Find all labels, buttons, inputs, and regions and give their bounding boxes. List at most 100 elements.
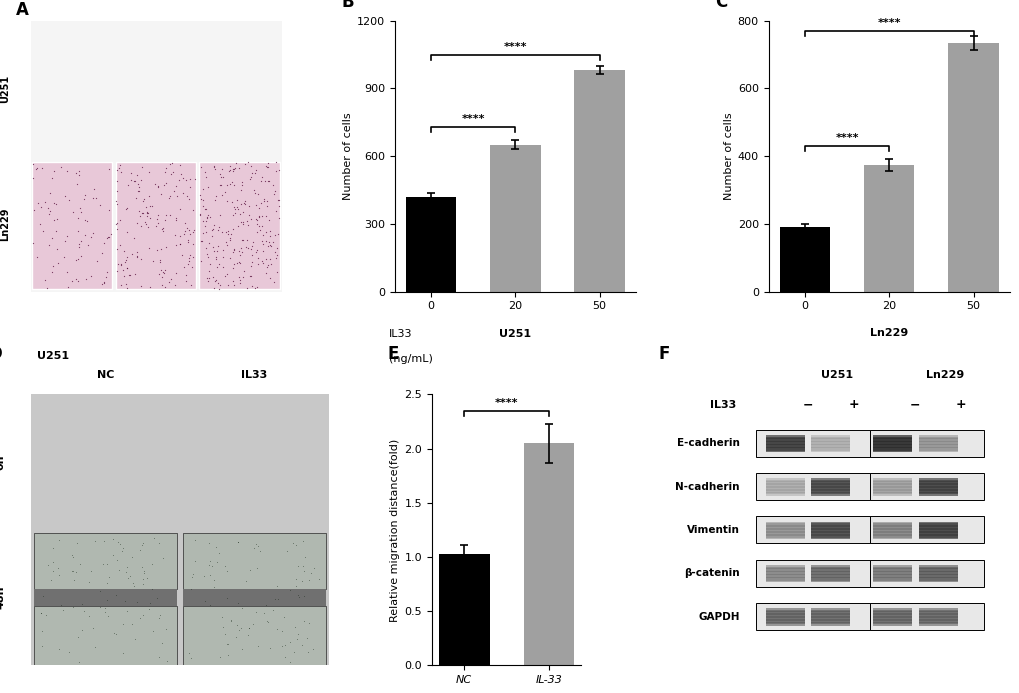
Point — [57, 367, 73, 378]
Point — [93, 303, 109, 314]
Point — [266, 247, 282, 258]
Point — [94, 414, 110, 425]
Point — [222, 228, 238, 239]
Bar — [810, 532, 850, 536]
Bar — [810, 486, 850, 490]
Point — [119, 572, 136, 584]
Point — [261, 226, 277, 237]
Bar — [32, 297, 112, 424]
Point — [144, 691, 160, 693]
Bar — [765, 525, 804, 529]
Point — [223, 295, 239, 306]
Point — [251, 202, 267, 213]
Point — [239, 360, 256, 371]
Point — [193, 162, 209, 173]
Point — [223, 387, 239, 398]
Point — [48, 401, 64, 412]
Point — [110, 565, 126, 576]
Point — [141, 191, 157, 202]
Point — [205, 312, 221, 323]
Point — [168, 212, 184, 223]
Point — [169, 302, 185, 313]
Bar — [765, 522, 804, 525]
Point — [163, 157, 179, 168]
Point — [181, 392, 198, 403]
Point — [38, 609, 54, 620]
Point — [243, 304, 259, 315]
Point — [214, 611, 230, 622]
Point — [217, 363, 233, 374]
Point — [83, 231, 99, 243]
Point — [72, 559, 89, 570]
Point — [161, 276, 177, 287]
Point — [125, 310, 142, 321]
Point — [267, 347, 283, 358]
Point — [258, 325, 274, 336]
Point — [69, 398, 86, 410]
Bar — [872, 568, 911, 572]
Point — [250, 376, 266, 387]
Point — [257, 268, 273, 279]
Point — [219, 649, 235, 660]
Point — [268, 156, 284, 167]
Point — [109, 198, 125, 209]
Point — [154, 342, 170, 353]
Point — [310, 685, 326, 693]
Point — [91, 384, 107, 395]
Bar — [918, 579, 957, 582]
Point — [115, 265, 131, 276]
Point — [121, 410, 138, 421]
Point — [193, 342, 209, 353]
Point — [243, 367, 259, 378]
Point — [179, 235, 196, 246]
Point — [151, 652, 167, 663]
Point — [242, 270, 258, 281]
Point — [222, 161, 238, 172]
Point — [137, 395, 153, 406]
Point — [138, 316, 154, 327]
Point — [98, 272, 114, 283]
Point — [46, 198, 62, 209]
Point — [211, 390, 227, 401]
Point — [187, 556, 204, 567]
Point — [271, 315, 287, 326]
Point — [230, 624, 247, 635]
Point — [270, 229, 286, 240]
Point — [254, 210, 270, 221]
Point — [81, 418, 97, 429]
Point — [311, 573, 327, 584]
Point — [157, 177, 173, 188]
Point — [239, 630, 256, 641]
Point — [210, 278, 226, 289]
Bar — [34, 590, 176, 606]
Point — [122, 292, 139, 303]
Point — [253, 399, 269, 410]
Bar — [918, 613, 957, 617]
Point — [260, 162, 276, 173]
Bar — [765, 439, 804, 444]
Bar — [872, 487, 911, 491]
Point — [36, 383, 52, 394]
Point — [269, 396, 285, 407]
Point — [34, 640, 50, 651]
Point — [171, 230, 187, 241]
Point — [248, 213, 264, 224]
Point — [254, 387, 270, 398]
Point — [115, 618, 131, 629]
Point — [147, 178, 163, 189]
Point — [233, 217, 250, 228]
Point — [88, 353, 104, 364]
Point — [102, 373, 118, 384]
Bar — [755, 473, 869, 500]
Point — [153, 390, 169, 401]
Bar — [869, 516, 982, 543]
Point — [209, 362, 225, 373]
Point — [192, 208, 208, 219]
Point — [149, 214, 165, 225]
Point — [37, 197, 53, 208]
Point — [213, 180, 229, 191]
Bar — [810, 480, 850, 484]
Point — [243, 271, 259, 282]
Point — [74, 348, 91, 359]
Point — [175, 359, 192, 370]
